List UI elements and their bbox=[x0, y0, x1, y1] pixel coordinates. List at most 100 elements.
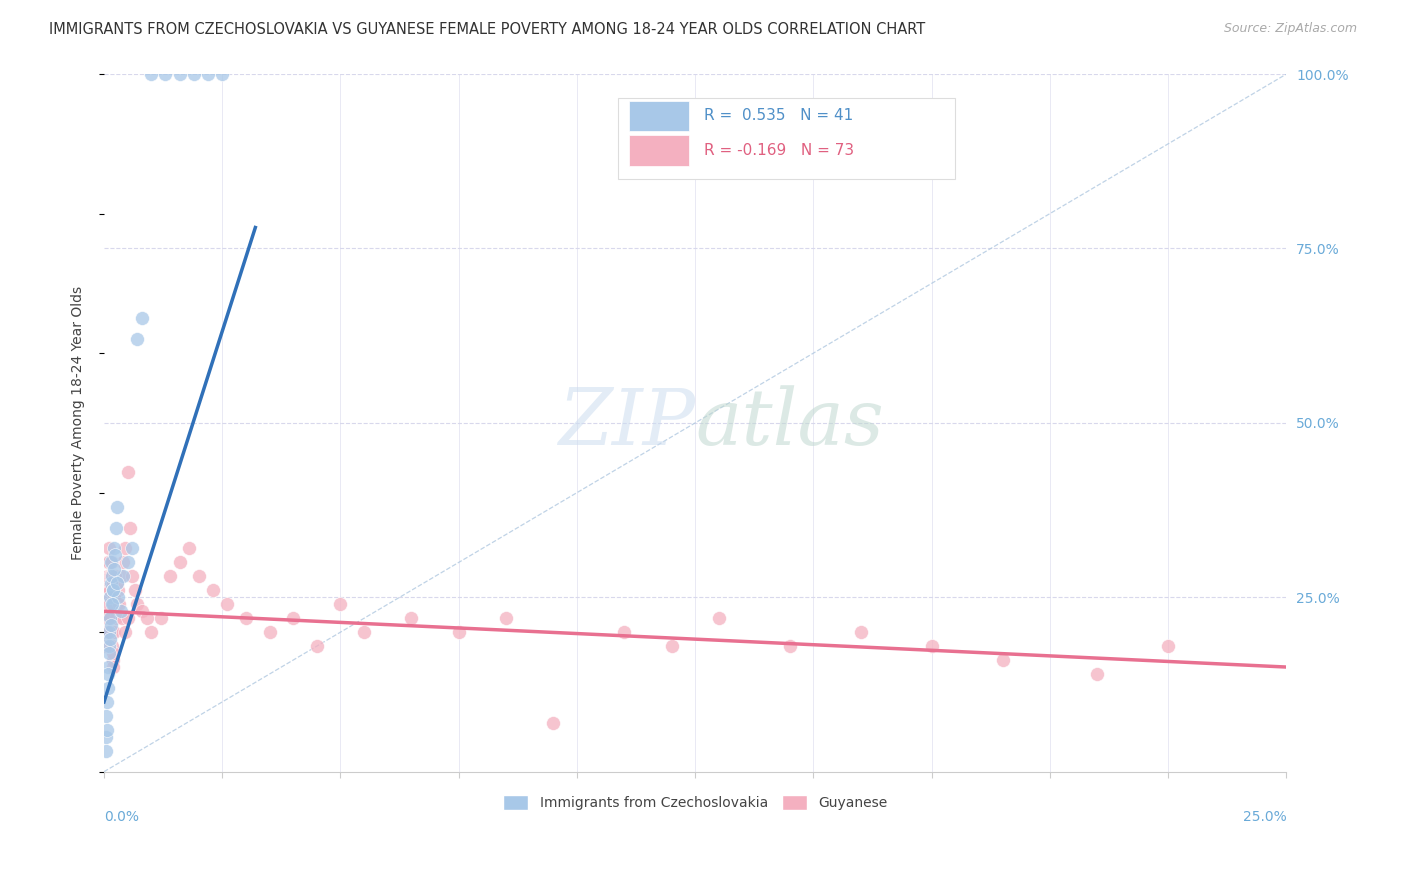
Point bbox=[127, 597, 149, 611]
Point bbox=[401, 611, 423, 625]
Point bbox=[117, 465, 139, 479]
Point bbox=[100, 597, 122, 611]
Point bbox=[97, 625, 120, 640]
Text: atlas: atlas bbox=[695, 384, 884, 461]
Point bbox=[98, 632, 121, 647]
Point bbox=[96, 611, 118, 625]
Point bbox=[447, 625, 470, 640]
Point bbox=[96, 576, 118, 591]
Point bbox=[661, 639, 683, 653]
Point bbox=[110, 604, 132, 618]
Point bbox=[101, 576, 124, 591]
Point bbox=[100, 576, 122, 591]
Point bbox=[305, 639, 328, 653]
Point bbox=[121, 541, 143, 556]
Point bbox=[100, 618, 122, 632]
Point bbox=[105, 597, 128, 611]
Point bbox=[141, 67, 163, 81]
FancyBboxPatch shape bbox=[628, 136, 689, 166]
Point bbox=[111, 569, 134, 583]
Point bbox=[108, 597, 131, 611]
Point bbox=[101, 597, 124, 611]
Point bbox=[111, 611, 134, 625]
Point bbox=[131, 604, 153, 618]
Point bbox=[110, 569, 132, 583]
Point bbox=[103, 541, 125, 556]
Point bbox=[155, 67, 177, 81]
Point bbox=[100, 555, 122, 569]
Text: R = -0.169   N = 73: R = -0.169 N = 73 bbox=[703, 144, 853, 158]
Point bbox=[97, 667, 120, 681]
Point bbox=[211, 67, 233, 81]
Point bbox=[101, 653, 124, 667]
Point bbox=[149, 611, 172, 625]
FancyBboxPatch shape bbox=[619, 98, 956, 178]
Point bbox=[103, 625, 125, 640]
FancyBboxPatch shape bbox=[628, 101, 689, 131]
Text: Source: ZipAtlas.com: Source: ZipAtlas.com bbox=[1223, 22, 1357, 36]
Point bbox=[96, 695, 118, 709]
Point bbox=[187, 569, 209, 583]
Point bbox=[104, 569, 127, 583]
Point bbox=[117, 555, 139, 569]
Point bbox=[779, 639, 801, 653]
Point bbox=[100, 569, 122, 583]
Point bbox=[235, 611, 257, 625]
Point bbox=[107, 591, 129, 605]
Point bbox=[101, 583, 124, 598]
Point bbox=[96, 709, 118, 723]
Point bbox=[97, 639, 120, 653]
Point bbox=[201, 583, 224, 598]
Point bbox=[135, 611, 157, 625]
Point bbox=[259, 625, 281, 640]
Point bbox=[169, 555, 191, 569]
Point bbox=[97, 541, 120, 556]
Point bbox=[97, 611, 120, 625]
Point bbox=[100, 569, 122, 583]
Point bbox=[104, 611, 127, 625]
Point bbox=[104, 549, 127, 563]
Point bbox=[124, 583, 146, 598]
Point bbox=[97, 660, 120, 674]
Point bbox=[96, 625, 118, 640]
Point bbox=[169, 67, 191, 81]
Point bbox=[159, 569, 181, 583]
Point bbox=[104, 520, 127, 534]
Point bbox=[105, 576, 128, 591]
Point bbox=[991, 653, 1014, 667]
Point bbox=[96, 730, 118, 744]
Point bbox=[96, 744, 118, 758]
Point bbox=[111, 555, 134, 569]
Point bbox=[103, 562, 125, 576]
Point bbox=[118, 520, 141, 534]
Point bbox=[101, 639, 124, 653]
Point bbox=[101, 660, 124, 674]
Point bbox=[98, 569, 121, 583]
Point bbox=[103, 646, 125, 660]
Point bbox=[98, 646, 121, 660]
Point bbox=[495, 611, 517, 625]
Point bbox=[103, 591, 125, 605]
Point bbox=[98, 591, 121, 605]
Point bbox=[97, 569, 120, 583]
Point bbox=[127, 332, 149, 346]
Text: IMMIGRANTS FROM CZECHOSLOVAKIA VS GUYANESE FEMALE POVERTY AMONG 18-24 YEAR OLDS : IMMIGRANTS FROM CZECHOSLOVAKIA VS GUYANE… bbox=[49, 22, 925, 37]
Point bbox=[96, 591, 118, 605]
Point bbox=[283, 611, 305, 625]
Point bbox=[94, 639, 117, 653]
Point bbox=[183, 67, 205, 81]
Point bbox=[103, 583, 125, 598]
Point bbox=[101, 597, 124, 611]
Point bbox=[353, 625, 375, 640]
Point bbox=[921, 639, 943, 653]
Point bbox=[100, 555, 122, 569]
Text: 0.0%: 0.0% bbox=[104, 810, 139, 824]
Point bbox=[117, 611, 139, 625]
Point bbox=[97, 555, 120, 569]
Point bbox=[94, 625, 117, 640]
Point bbox=[100, 625, 122, 640]
Text: 25.0%: 25.0% bbox=[1243, 810, 1286, 824]
Y-axis label: Female Poverty Among 18-24 Year Olds: Female Poverty Among 18-24 Year Olds bbox=[72, 285, 86, 560]
Point bbox=[215, 597, 238, 611]
Point bbox=[329, 597, 352, 611]
